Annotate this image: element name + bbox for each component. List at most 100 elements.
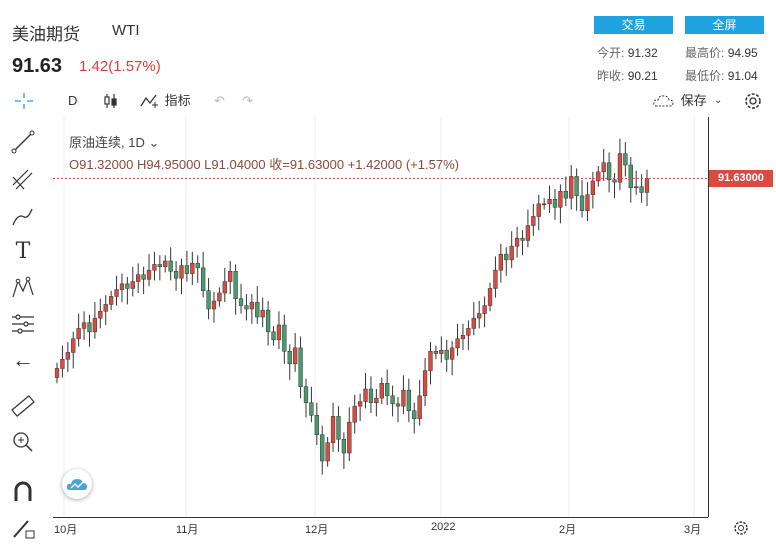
pattern-icon[interactable] xyxy=(10,275,36,301)
ohlc-legend: O91.32000 H94.95000 L91.04000 收=91.63000… xyxy=(69,157,459,172)
candle xyxy=(628,157,633,203)
candle xyxy=(136,263,141,293)
candle xyxy=(601,149,606,181)
candle xyxy=(379,377,384,404)
candle xyxy=(417,379,422,426)
candle xyxy=(395,397,401,423)
undo-icon[interactable]: ↶ xyxy=(214,93,225,108)
time-axis-label: 11月 xyxy=(176,524,199,536)
candle xyxy=(477,301,482,329)
candle xyxy=(449,341,455,376)
candle xyxy=(71,331,76,369)
candle xyxy=(309,386,314,423)
candle xyxy=(168,247,173,281)
candle xyxy=(455,323,460,356)
candle xyxy=(639,174,644,203)
high-stat: 最高价: 94.95 xyxy=(685,46,758,60)
time-axis-label: 2022 xyxy=(431,521,456,533)
instrument-symbol: WTI xyxy=(112,22,140,39)
candle xyxy=(217,287,222,307)
fullscreen-button[interactable]: 全屏 xyxy=(685,16,764,34)
trend-line-icon[interactable] xyxy=(10,129,36,155)
candle xyxy=(390,385,395,417)
indicator-icon xyxy=(140,94,158,108)
candle xyxy=(255,286,260,324)
magnet-icon[interactable] xyxy=(10,479,36,505)
candle xyxy=(173,261,179,291)
candle xyxy=(482,296,487,328)
candle xyxy=(125,277,130,305)
cloud-icon[interactable] xyxy=(62,469,92,499)
candle xyxy=(206,278,211,320)
candle xyxy=(103,295,108,325)
candle xyxy=(487,282,493,312)
candle xyxy=(141,266,146,295)
candle xyxy=(314,402,319,445)
series-legend[interactable]: 原油连续, 1D ⌄ xyxy=(69,135,160,150)
candle xyxy=(222,267,227,303)
last-price-label: 91.63000 xyxy=(709,170,773,188)
candle xyxy=(81,311,87,340)
candle xyxy=(634,170,639,195)
candle xyxy=(238,283,244,314)
candle xyxy=(119,273,125,303)
trade-button[interactable]: 交易 xyxy=(594,16,673,34)
fib-icon[interactable] xyxy=(10,167,36,193)
lock-pencil-icon[interactable] xyxy=(10,515,36,541)
instrument-title: 美油期货 xyxy=(12,25,80,44)
save-button[interactable]: 保存 xyxy=(651,88,707,114)
candle-type-icon[interactable] xyxy=(103,88,119,114)
candle xyxy=(65,342,70,372)
candle xyxy=(542,198,547,210)
time-axis[interactable]: 10月 11月 12月 2022 2月 3月 xyxy=(53,517,708,539)
redo-icon[interactable]: ↷ xyxy=(242,93,253,108)
measure-icon[interactable] xyxy=(10,311,36,337)
text-icon[interactable]: T xyxy=(15,239,31,264)
candle xyxy=(282,314,287,364)
ruler-icon[interactable] xyxy=(10,393,36,419)
chart-canvas[interactable] xyxy=(53,117,707,517)
candle xyxy=(606,152,612,193)
save-dropdown-icon[interactable]: ⌄ xyxy=(714,95,723,106)
candle xyxy=(444,339,449,372)
indicator-button[interactable]: 指标 xyxy=(139,88,191,114)
price-change: 1.42(1.57%) xyxy=(79,58,161,75)
zoom-icon[interactable] xyxy=(10,429,36,455)
chevron-down-icon[interactable]: ⌄ xyxy=(148,135,160,150)
candle xyxy=(569,165,574,210)
candle xyxy=(547,185,552,213)
candle xyxy=(98,298,103,329)
candle xyxy=(558,184,563,224)
candle xyxy=(385,369,390,405)
gear-icon[interactable] xyxy=(741,88,765,114)
candle xyxy=(493,256,498,298)
axis-settings-icon[interactable] xyxy=(731,517,751,538)
candle xyxy=(590,171,596,209)
candle xyxy=(201,251,206,298)
candle xyxy=(249,294,255,324)
back-arrow-icon[interactable]: ← xyxy=(12,347,34,372)
candle xyxy=(130,266,135,297)
candle xyxy=(163,255,168,273)
candle xyxy=(574,168,579,211)
low-stat: 最低价: 91.04 xyxy=(685,69,758,83)
price-axis[interactable] xyxy=(708,117,776,517)
candle xyxy=(271,326,276,346)
interval-button[interactable]: D xyxy=(68,93,78,108)
candle xyxy=(179,258,184,295)
candle xyxy=(298,336,303,399)
candle xyxy=(504,247,509,276)
candle xyxy=(428,342,433,385)
candle xyxy=(276,311,282,349)
candle xyxy=(233,264,238,315)
crosshair-icon[interactable] xyxy=(12,88,36,114)
time-axis-label: 3月 xyxy=(684,524,702,536)
brush-icon[interactable] xyxy=(10,203,36,229)
candle xyxy=(412,402,417,434)
candle xyxy=(433,345,439,360)
candle xyxy=(617,138,623,191)
time-axis-label: 2月 xyxy=(559,524,577,536)
indicator-label: 指标 xyxy=(164,93,191,108)
time-axis-label: 12月 xyxy=(305,524,329,536)
cloud-save-icon xyxy=(653,95,674,107)
